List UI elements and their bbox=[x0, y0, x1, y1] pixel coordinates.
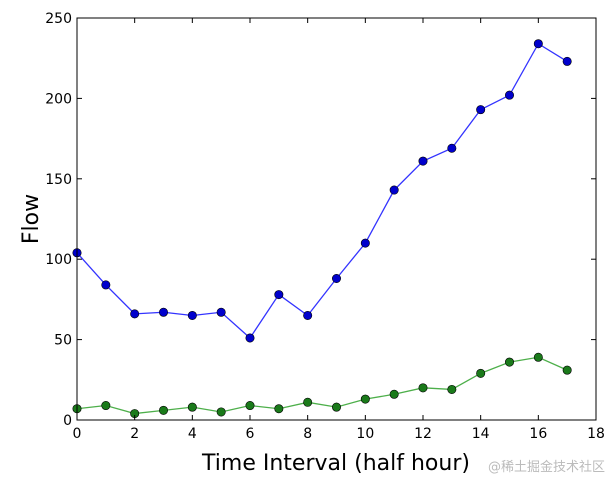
series-1-point-4 bbox=[187, 402, 197, 412]
series-0-line bbox=[76, 42, 568, 339]
y-tick-label-4: 200 bbox=[45, 91, 72, 107]
x-tick-label-4: 8 bbox=[303, 426, 312, 442]
x-tick-label-0: 0 bbox=[73, 426, 82, 442]
x-tick-label-9: 18 bbox=[587, 426, 605, 442]
series-layer bbox=[72, 39, 572, 419]
x-axis-label: Time Interval (half hour) bbox=[201, 451, 470, 476]
series-0-point-7 bbox=[274, 290, 284, 300]
series-0-point-6 bbox=[245, 333, 255, 343]
series-1-point-11 bbox=[389, 389, 399, 399]
series-1-point-14 bbox=[476, 368, 486, 378]
series-0-point-12 bbox=[418, 156, 428, 166]
x-tick-label-6: 12 bbox=[414, 426, 432, 442]
series-0-point-11 bbox=[389, 185, 399, 195]
series-0-point-9 bbox=[331, 273, 341, 283]
y-tick-label-0: 0 bbox=[63, 413, 72, 429]
series-1-point-17 bbox=[562, 365, 572, 375]
series-1-point-3 bbox=[159, 405, 169, 415]
x-tick-label-3: 6 bbox=[246, 426, 255, 442]
x-tick-label-8: 16 bbox=[529, 426, 547, 442]
y-tick-label-2: 100 bbox=[45, 252, 72, 268]
series-0-point-2 bbox=[130, 309, 140, 319]
series-1-point-10 bbox=[360, 394, 370, 404]
series-1-point-13 bbox=[447, 384, 457, 394]
plot-frame bbox=[76, 17, 597, 421]
x-tick-label-7: 14 bbox=[472, 426, 490, 442]
series-0-point-5 bbox=[216, 307, 226, 317]
x-tick-label-1: 2 bbox=[130, 426, 139, 442]
y-axis-label: Flow bbox=[19, 194, 44, 244]
series-0-point-15 bbox=[504, 90, 514, 100]
y-tick-label-1: 50 bbox=[54, 333, 72, 349]
series-0-point-8 bbox=[303, 310, 313, 320]
series-1-point-7 bbox=[274, 404, 284, 414]
series-0-point-4 bbox=[187, 310, 197, 320]
x-tick-label-5: 10 bbox=[356, 426, 374, 442]
series-1-point-1 bbox=[101, 401, 111, 411]
series-1-line bbox=[76, 356, 568, 415]
series-0-point-10 bbox=[360, 238, 370, 248]
series-1-point-9 bbox=[331, 402, 341, 412]
series-0-point-16 bbox=[533, 39, 543, 49]
y-tick-label-5: 250 bbox=[45, 11, 72, 27]
plot-area bbox=[77, 18, 596, 420]
series-1-point-16 bbox=[533, 352, 543, 362]
series-0-point-13 bbox=[447, 143, 457, 153]
ticks-layer: 0 2 4 6 8 10 12 14 16 18 0 50 100 150 200 250 bbox=[45, 11, 605, 442]
series-0-point-14 bbox=[476, 105, 486, 115]
watermark-text: @稀土掘金技术社区 bbox=[487, 460, 605, 475]
series-1-point-8 bbox=[303, 397, 313, 407]
series-1-point-12 bbox=[418, 383, 428, 393]
series-0-point-1 bbox=[101, 280, 111, 290]
y-tick-label-3: 150 bbox=[45, 172, 72, 188]
series-0-point-3 bbox=[159, 307, 169, 317]
series-1-point-15 bbox=[504, 357, 514, 367]
x-tick-label-2: 4 bbox=[188, 426, 197, 442]
series-0-point-17 bbox=[562, 56, 572, 66]
series-1-point-6 bbox=[245, 401, 255, 411]
series-1-point-5 bbox=[216, 407, 226, 417]
